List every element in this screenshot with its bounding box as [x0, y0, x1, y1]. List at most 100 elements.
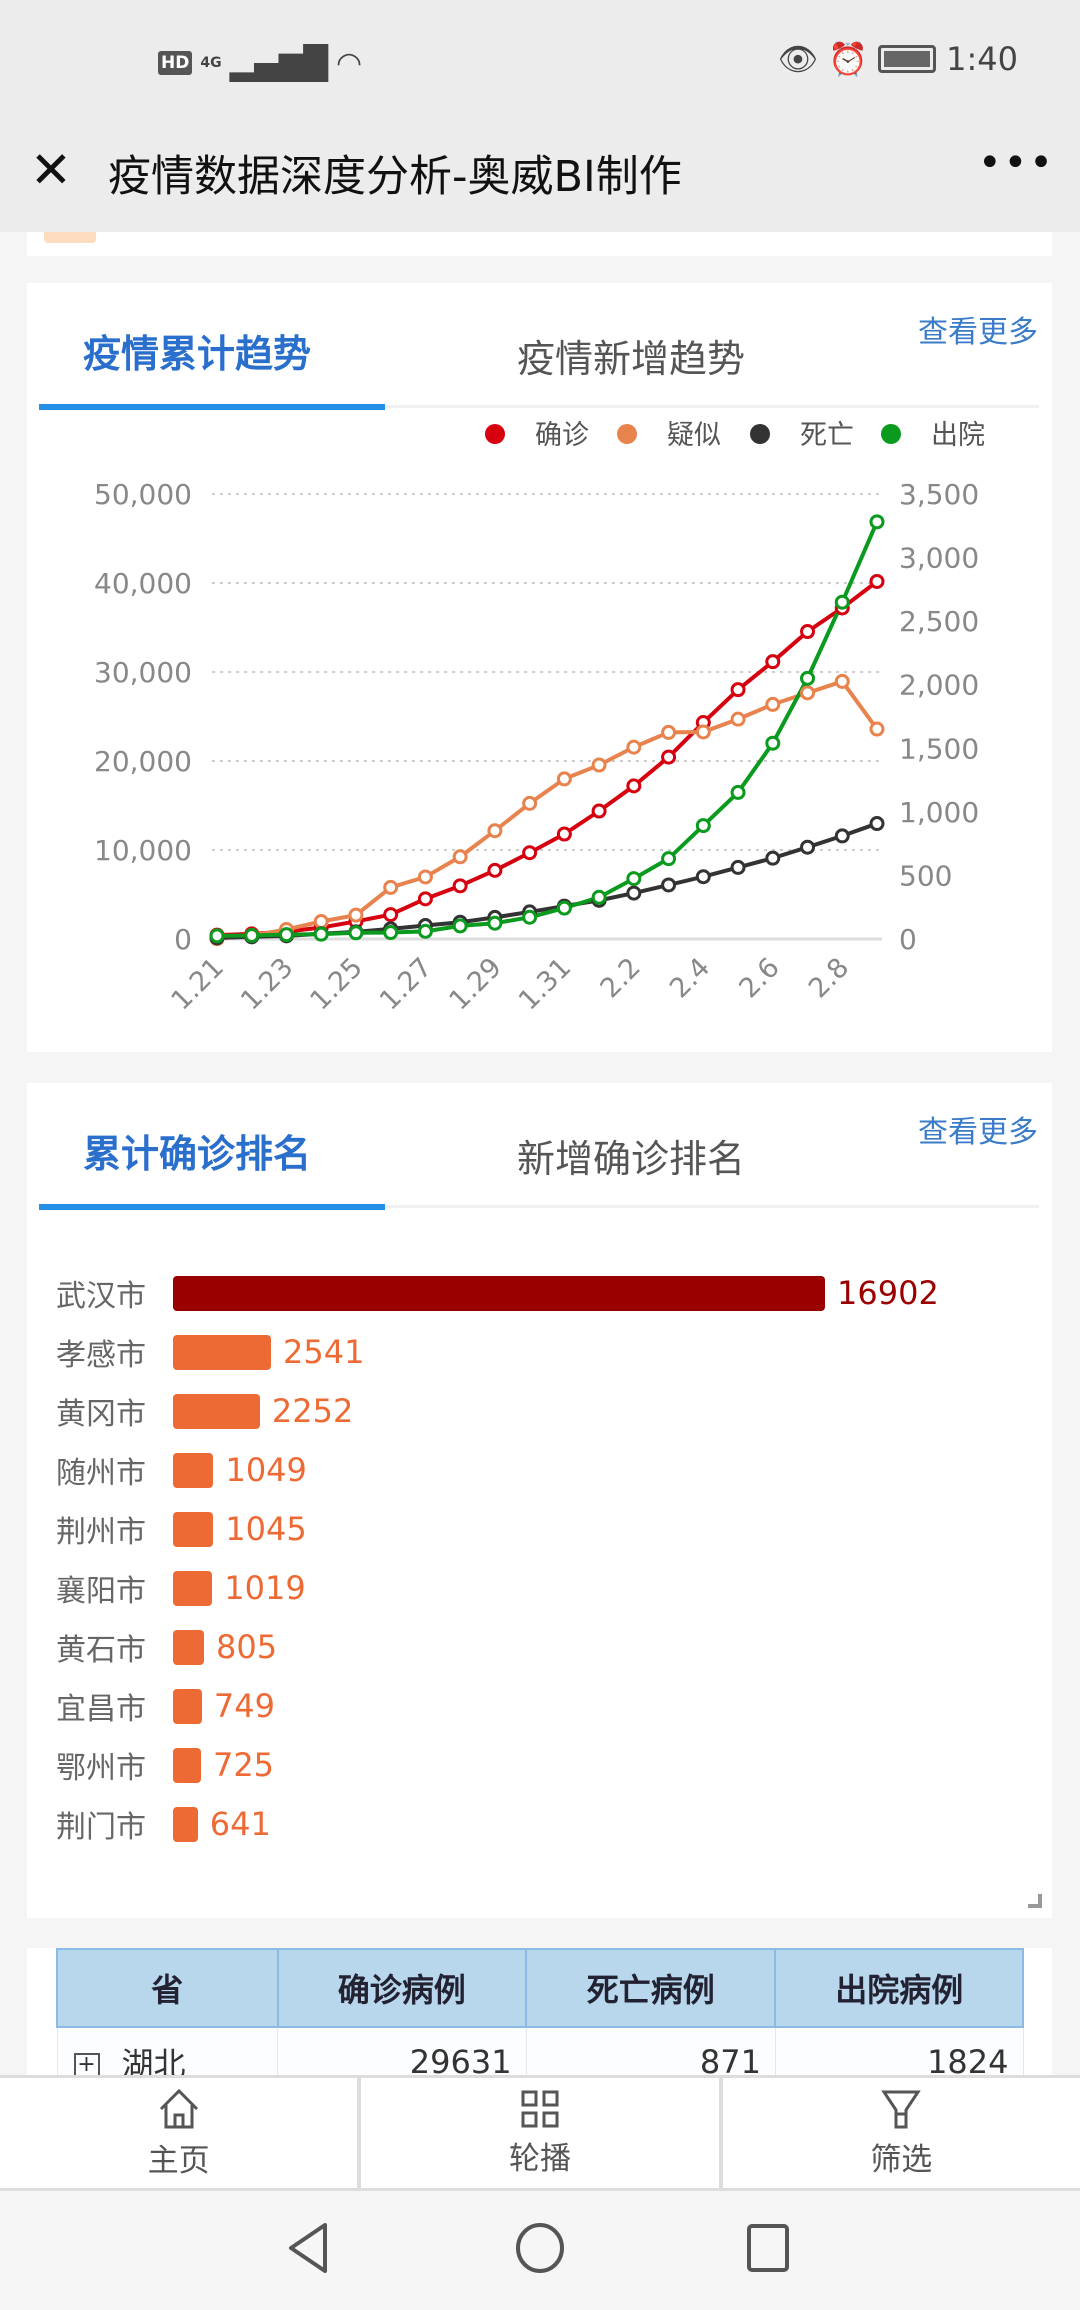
legend-dot — [750, 424, 770, 444]
header-province[interactable]: 省 — [56, 1948, 279, 2028]
recents-icon[interactable] — [745, 2223, 793, 2273]
data-point — [695, 818, 711, 834]
right-axis-tick: 2,000 — [899, 669, 979, 702]
x-axis-tick: 2.4 — [664, 952, 716, 1004]
resize-handle-icon[interactable] — [1028, 1894, 1042, 1908]
city-label: 黄石市 — [56, 1633, 146, 1668]
tab-new-trend[interactable]: 疫情新增趋势 — [517, 337, 746, 381]
rank-bar — [173, 1334, 272, 1370]
data-point — [730, 711, 746, 727]
city-label: 宜昌市 — [56, 1692, 146, 1727]
data-point — [800, 670, 816, 686]
data-point — [800, 624, 816, 640]
status-left: HD 4G ▂▄▆█ ◠ — [158, 44, 362, 82]
data-point — [383, 925, 399, 941]
data-point — [626, 885, 642, 901]
right-axis-tick: 3,500 — [899, 478, 979, 511]
rank-row[interactable]: 随州市 1049 — [56, 1450, 307, 1491]
data-point — [556, 771, 572, 787]
network-label: 4G — [200, 55, 222, 71]
x-axis-tick: 1.25 — [304, 952, 368, 1016]
rank-row[interactable]: 荆门市 641 — [56, 1804, 271, 1845]
rank-row[interactable]: 黄石市 805 — [56, 1627, 277, 1668]
tab-cumulative-trend[interactable]: 疫情累计趋势 — [83, 332, 312, 376]
data-point — [626, 739, 642, 755]
tab-new-rank[interactable]: 新增确诊排名 — [517, 1137, 746, 1181]
nav-home-label: 主页 — [147, 2142, 210, 2179]
data-point — [209, 928, 225, 944]
rank-row[interactable]: 荆州市 1045 — [56, 1509, 307, 1550]
tab-cumulative-rank[interactable]: 累计确诊排名 — [83, 1132, 312, 1176]
data-point — [591, 757, 607, 773]
data-point — [278, 927, 294, 943]
data-point — [834, 828, 850, 844]
nav-home[interactable]: 主页 — [0, 2078, 358, 2188]
data-point — [765, 850, 781, 866]
legend-dot — [485, 424, 505, 444]
home-circle-icon[interactable] — [514, 2221, 566, 2275]
data-point — [417, 923, 433, 939]
data-point — [452, 918, 468, 934]
more-icon[interactable]: ••• — [978, 140, 1055, 186]
grid-icon — [521, 2090, 559, 2127]
data-point — [695, 724, 711, 740]
data-point — [313, 926, 329, 942]
data-point — [869, 573, 885, 589]
data-point — [487, 862, 503, 878]
rank-row[interactable]: 武汉市 16902 — [56, 1273, 939, 1314]
rank-bar — [173, 1511, 214, 1547]
rank-card: 累计确诊排名 新增确诊排名 查看更多 武汉市 16902 孝感市 2541 黄冈市 225… — [27, 1083, 1052, 1918]
rank-row[interactable]: 孝感市 2541 — [56, 1332, 364, 1373]
rank-row[interactable]: 黄冈市 2252 — [56, 1391, 354, 1432]
data-point — [661, 724, 677, 740]
data-point — [730, 682, 746, 698]
legend-dot — [617, 424, 637, 444]
rank-row[interactable]: 襄阳市 1019 — [56, 1568, 306, 1609]
data-point — [452, 878, 468, 894]
right-axis-tick: 2,500 — [899, 605, 979, 638]
data-point — [695, 869, 711, 885]
data-point — [348, 925, 364, 941]
home-icon — [159, 2088, 198, 2128]
rank-value: 2252 — [271, 1392, 354, 1430]
nav-filter[interactable]: 筛选 — [722, 2078, 1080, 2188]
header-deaths[interactable]: 死亡病例 — [525, 1948, 777, 2028]
data-point — [591, 803, 607, 819]
city-label: 襄阳市 — [56, 1574, 146, 1609]
city-label: 鄂州市 — [56, 1751, 146, 1786]
rank-bar — [173, 1629, 205, 1665]
back-icon[interactable] — [285, 2221, 335, 2275]
rank-row[interactable]: 鄂州市 725 — [56, 1745, 274, 1786]
header-cured[interactable]: 出院病例 — [774, 1948, 1024, 2028]
city-label: 荆门市 — [56, 1810, 146, 1845]
data-point — [800, 839, 816, 855]
filter-icon — [881, 2090, 922, 2128]
wifi-icon: ◠ — [336, 45, 363, 81]
rank-bar — [173, 1393, 260, 1429]
rank-bar — [173, 1688, 202, 1724]
rank-bar — [173, 1806, 198, 1842]
rank-row[interactable]: 宜昌市 749 — [56, 1686, 275, 1727]
header-confirmed[interactable]: 确诊病例 — [276, 1948, 528, 2028]
data-point — [800, 685, 816, 701]
data-point — [348, 907, 364, 923]
view-more-link[interactable]: 查看更多 — [918, 1115, 1038, 1150]
data-point — [487, 823, 503, 839]
city-label: 荆州市 — [56, 1515, 146, 1550]
city-label: 孝感市 — [56, 1338, 146, 1373]
rank-value: 1019 — [224, 1569, 306, 1607]
x-axis-tick: 1.29 — [443, 952, 507, 1016]
view-more-link[interactable]: 查看更多 — [918, 315, 1038, 350]
data-point — [730, 784, 746, 800]
data-point — [452, 849, 468, 865]
rank-value: 1045 — [225, 1510, 307, 1548]
data-point — [869, 514, 885, 530]
data-point — [661, 851, 677, 867]
legend-label: 确诊 — [535, 420, 589, 451]
close-icon[interactable]: ✕ — [30, 141, 72, 199]
bottom-nav: 主页 轮播 筛选 — [0, 2075, 1080, 2191]
city-label: 随州市 — [56, 1456, 146, 1491]
nav-carousel[interactable]: 轮播 — [361, 2078, 719, 2188]
data-point — [244, 927, 260, 943]
data-point — [834, 594, 850, 610]
